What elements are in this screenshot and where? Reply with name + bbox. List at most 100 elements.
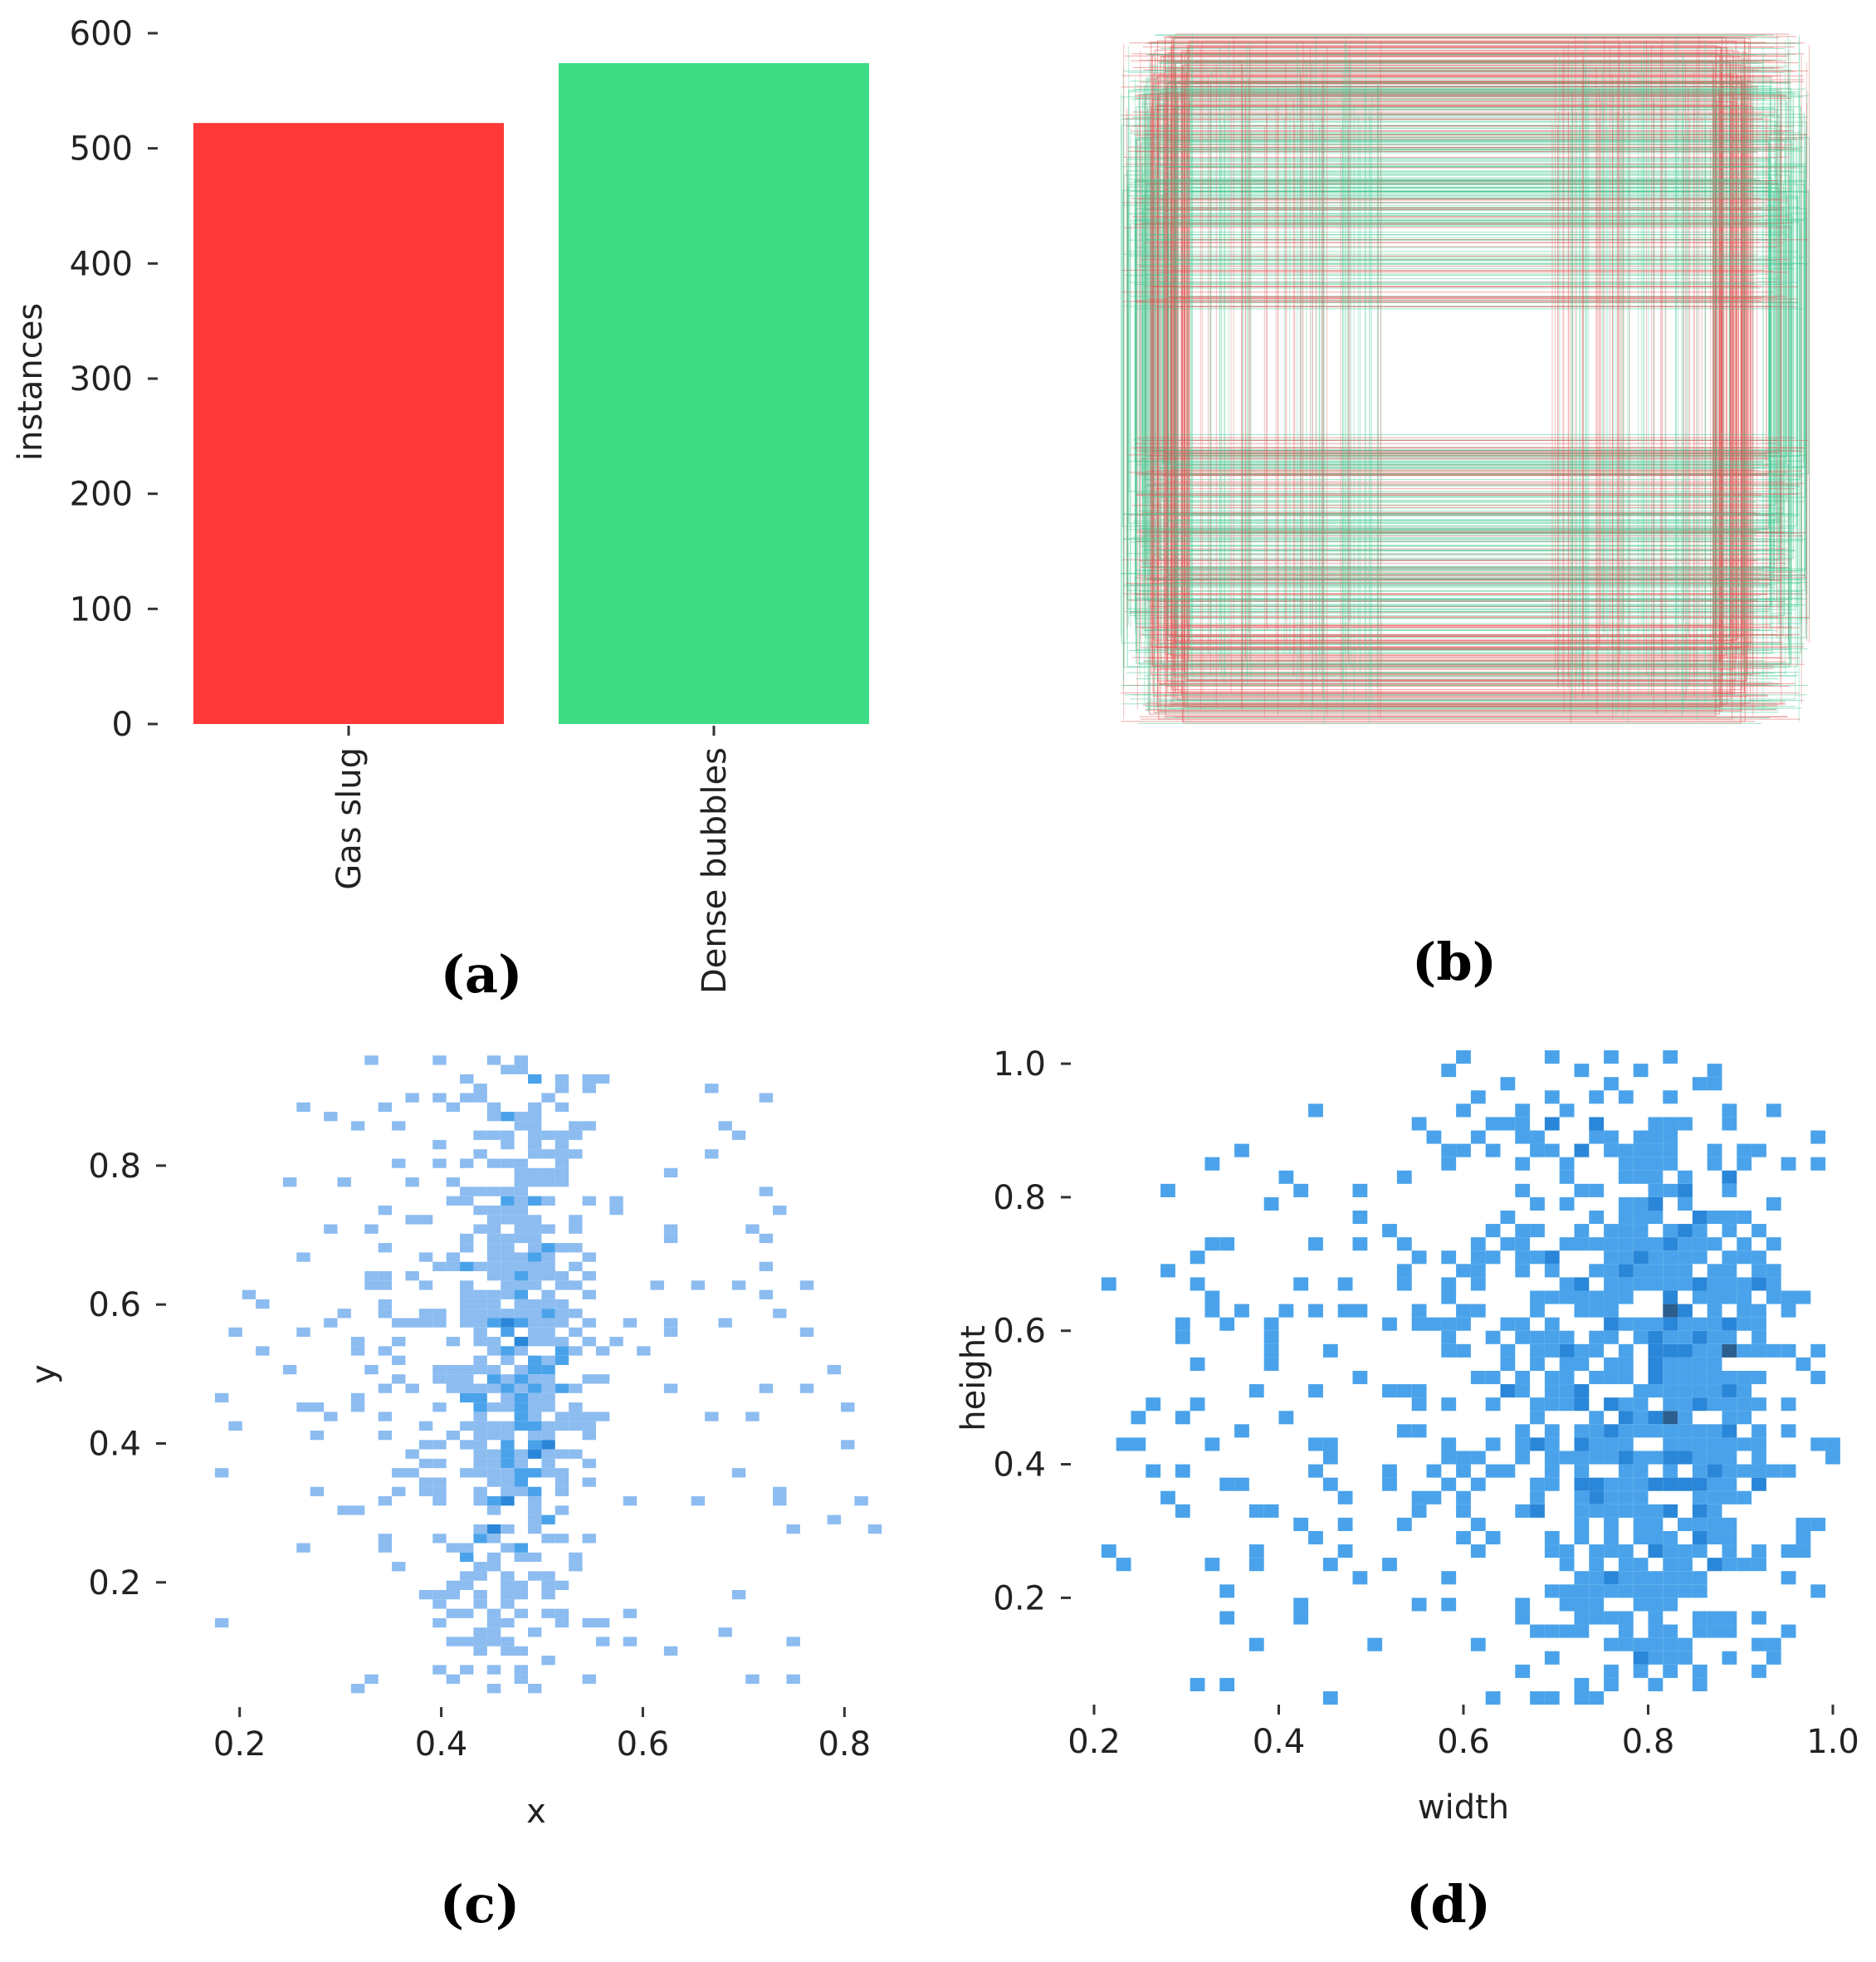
bar-dense-bubbles — [559, 63, 869, 724]
heatmap-cell — [446, 1383, 461, 1393]
heatmap-cell — [1663, 1343, 1678, 1358]
heatmap-cell — [514, 1299, 528, 1309]
heatmap-cell — [1781, 1397, 1796, 1412]
heatmap-cell — [541, 1468, 555, 1478]
heatmap-cell — [1515, 1384, 1531, 1398]
panel-c-heatmap-x-y: 0.2 0.4 0.6 0.8 0.2 0.4 0.6 0.8 x y (c) — [25, 1055, 882, 1935]
heatmap-cell — [1781, 1343, 1796, 1358]
heatmap-cell — [1795, 1290, 1811, 1304]
heatmap-cell — [595, 1617, 610, 1628]
heatmap-cell — [392, 1562, 406, 1572]
bounding-box-outline — [1167, 177, 1773, 654]
heatmap-cell — [1663, 1397, 1678, 1412]
heatmap-cell — [446, 1543, 461, 1553]
bounding-box-outline — [1123, 174, 1791, 668]
heatmap-cell — [528, 1486, 542, 1497]
heatmap-cell — [1678, 1196, 1693, 1211]
heatmap-cell — [1530, 1304, 1545, 1318]
heatmap-cell — [541, 1327, 555, 1338]
x-tick-label: 0.6 — [617, 1725, 670, 1764]
heatmap-cell — [1633, 1210, 1649, 1225]
heatmap-cell — [528, 1627, 542, 1637]
heatmap-cell — [1441, 1157, 1457, 1171]
bounding-box-outline — [1189, 100, 1732, 650]
heatmap-cell — [1707, 1064, 1722, 1078]
heatmap-cell — [486, 1261, 501, 1272]
y-tick-label: 0.4 — [88, 1425, 141, 1463]
heatmap-cell — [514, 1064, 528, 1074]
heatmap-cell — [541, 1149, 555, 1159]
heatmap-cell — [528, 1364, 542, 1375]
heatmap-cell — [663, 1327, 678, 1338]
heatmap-cell — [528, 1177, 542, 1187]
heatmap-cell — [501, 1617, 515, 1628]
heatmap-cell — [1795, 1544, 1811, 1558]
heatmap-cell — [1707, 1558, 1722, 1572]
heatmap-cell — [1633, 1424, 1649, 1438]
heatmap-cell — [1633, 1196, 1649, 1211]
heatmap-cell — [1589, 1117, 1605, 1131]
heatmap-cell — [324, 1318, 338, 1328]
heatmap-cell — [1722, 1330, 1737, 1344]
heatmap-cell — [350, 1402, 365, 1412]
heatmap-cell — [486, 1496, 501, 1506]
heatmap-cell — [1589, 1490, 1605, 1505]
heatmap-cell — [1411, 1424, 1427, 1438]
heatmap-cell — [1663, 1224, 1678, 1238]
heatmap-cell — [1604, 1330, 1619, 1344]
bounding-box-outline — [1122, 190, 1771, 527]
y-tick-label: 100 — [70, 590, 133, 629]
heatmap-cell — [1426, 1130, 1442, 1144]
heatmap-cell — [1470, 1370, 1486, 1385]
heatmap-cell — [595, 1412, 610, 1421]
bounding-box-outline — [1128, 186, 1771, 492]
heatmap-cell — [528, 1102, 542, 1113]
heatmap-cell — [1692, 1530, 1707, 1545]
heatmap-cell — [528, 1571, 542, 1581]
heatmap-cell — [541, 1383, 555, 1393]
heatmap-cell — [1559, 1397, 1575, 1412]
heatmap-cell — [554, 1074, 569, 1084]
bounding-box-outline — [1154, 49, 1734, 670]
heatmap-cell — [541, 1656, 555, 1666]
heatmap-cell — [1618, 1196, 1634, 1211]
heatmap-cell — [569, 1309, 583, 1319]
heatmap-cell — [569, 1280, 583, 1290]
heatmap-cell — [1737, 1490, 1752, 1505]
heatmap-cell — [1633, 1597, 1649, 1612]
heatmap-cell — [1485, 1397, 1501, 1412]
heatmap-cell — [486, 1374, 501, 1384]
heatmap-cell — [432, 1617, 447, 1628]
heatmap-cell — [1574, 1277, 1590, 1291]
heatmap-cell — [1633, 1224, 1649, 1238]
heatmap-cell — [528, 1383, 542, 1393]
heatmap-cell — [1382, 1464, 1397, 1478]
heatmap-cell — [473, 1084, 487, 1094]
heatmap-cell — [1604, 1264, 1619, 1278]
heatmap-cell — [432, 1261, 447, 1272]
heatmap-cell — [1382, 1384, 1397, 1398]
heatmap-cell — [1322, 1451, 1338, 1465]
heatmap-cell — [1707, 1504, 1722, 1518]
heatmap-cell — [501, 1252, 515, 1262]
heatmap-cell — [486, 1055, 501, 1065]
heatmap-cell — [486, 1243, 501, 1253]
heatmap-cell — [1618, 1370, 1634, 1385]
heatmap-cell — [1131, 1411, 1146, 1425]
heatmap-cell — [1663, 1451, 1678, 1465]
heatmap-cell — [1692, 1664, 1707, 1678]
heatmap-cell — [1678, 1330, 1693, 1344]
heatmap-cell — [1692, 1224, 1707, 1238]
heatmap-cell — [337, 1505, 351, 1515]
heatmap-cell — [460, 1196, 474, 1206]
heatmap-cell — [1722, 1370, 1737, 1385]
heatmap-cell — [582, 1196, 596, 1206]
heatmap-cell — [1618, 1397, 1634, 1412]
heatmap-cell — [1559, 1451, 1575, 1465]
heatmap-cell — [1219, 1477, 1235, 1491]
heatmap-cell — [1530, 1143, 1545, 1157]
heatmap-cell — [841, 1440, 855, 1450]
heatmap-cell — [1456, 1490, 1471, 1505]
heatmap-cell — [1411, 1597, 1427, 1612]
heatmap-cell — [759, 1233, 774, 1244]
